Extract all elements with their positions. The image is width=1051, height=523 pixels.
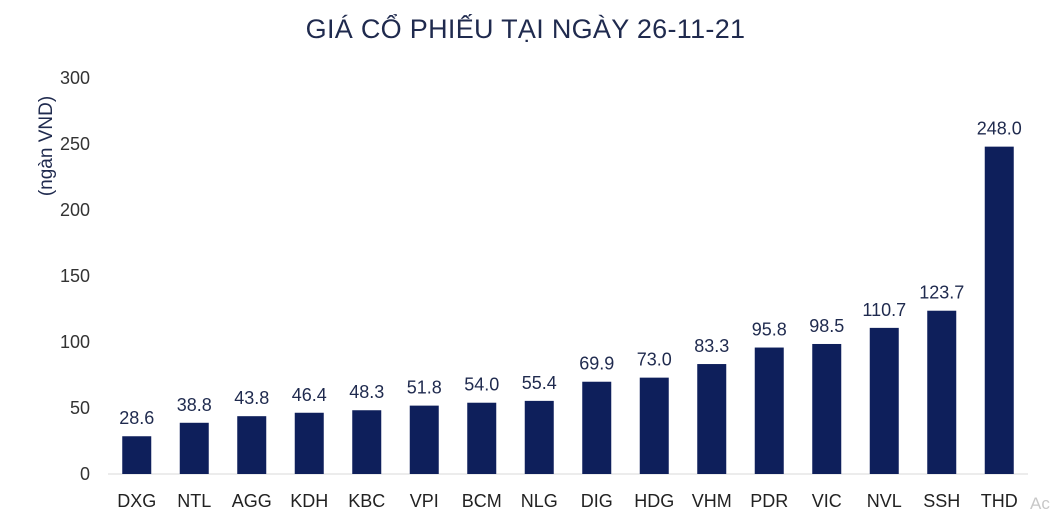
category-label-vic: VIC — [812, 491, 842, 511]
bar-vic — [812, 343, 842, 474]
y-tick-label: 100 — [60, 332, 90, 352]
category-label-agg: AGG — [232, 491, 272, 511]
data-label-nvl: 110.7 — [862, 300, 906, 320]
y-axis-ticks: 0 50 100 150 200 250 300 — [60, 68, 90, 484]
bars — [122, 146, 1014, 474]
category-label-dig: DIG — [581, 491, 613, 511]
bar-kdh — [294, 412, 324, 474]
category-label-nvl: NVL — [867, 491, 902, 511]
bar-hdg — [639, 377, 669, 474]
category-labels: DXG NTL AGG KDH KBC VPI BCM NLG DIG HDG VHM PDR VIC N… — [117, 491, 1018, 511]
category-label-vhm: VHM — [692, 491, 732, 511]
category-label-kdh: KDH — [290, 491, 328, 511]
category-label-dxg: DXG — [117, 491, 156, 511]
y-tick-label: 250 — [60, 134, 90, 154]
bar-thd — [984, 146, 1014, 474]
bar-vhm — [697, 364, 727, 474]
data-label-dig: 69.9 — [579, 354, 614, 374]
data-label-kbc: 48.3 — [349, 382, 384, 402]
y-tick-label: 50 — [70, 398, 90, 418]
category-label-vpi: VPI — [410, 491, 439, 511]
category-label-ntl: NTL — [177, 491, 211, 511]
bar-dxg — [122, 436, 152, 474]
y-tick-label: 150 — [60, 266, 90, 286]
activation-watermark: Ac — [1030, 494, 1050, 513]
data-label-vhm: 83.3 — [694, 336, 729, 356]
category-label-nlg: NLG — [521, 491, 558, 511]
bar-ssh — [927, 310, 957, 474]
y-tick-label: 0 — [80, 464, 90, 484]
bar-bcm — [467, 402, 497, 474]
data-labels: 28.6 38.8 43.8 46.4 48.3 51.8 54.0 55.4 69.9 73.0… — [119, 119, 1022, 429]
bar-ntl — [179, 422, 209, 474]
data-label-dxg: 28.6 — [119, 408, 154, 428]
category-label-bcm: BCM — [462, 491, 502, 511]
bar-nvl — [869, 327, 899, 474]
data-label-bcm: 54.0 — [464, 375, 499, 395]
bar-nlg — [524, 400, 554, 474]
data-label-nlg: 55.4 — [522, 373, 557, 393]
bar-dig — [582, 381, 612, 474]
category-label-thd: THD — [981, 491, 1018, 511]
data-label-vic: 98.5 — [809, 316, 844, 336]
data-label-thd: 248.0 — [977, 119, 1022, 139]
chart-title: GIÁ CỔ PHIẾU TẠI NGÀY 26-11-21 — [305, 14, 746, 44]
bar-pdr — [754, 347, 784, 474]
data-label-vpi: 51.8 — [407, 378, 442, 398]
data-label-pdr: 95.8 — [752, 320, 787, 340]
category-label-ssh: SSH — [923, 491, 960, 511]
category-label-hdg: HDG — [634, 491, 674, 511]
data-label-hdg: 73.0 — [637, 350, 672, 370]
category-label-pdr: PDR — [750, 491, 788, 511]
bar-kbc — [352, 410, 382, 474]
data-label-ntl: 38.8 — [177, 395, 212, 415]
data-label-ssh: 123.7 — [919, 283, 964, 303]
y-tick-label: 200 — [60, 200, 90, 220]
bar-vpi — [409, 405, 439, 474]
data-label-agg: 43.8 — [234, 388, 269, 408]
bar-agg — [237, 416, 267, 474]
y-tick-label: 300 — [60, 68, 90, 88]
category-label-kbc: KBC — [348, 491, 385, 511]
data-label-kdh: 46.4 — [292, 385, 327, 405]
